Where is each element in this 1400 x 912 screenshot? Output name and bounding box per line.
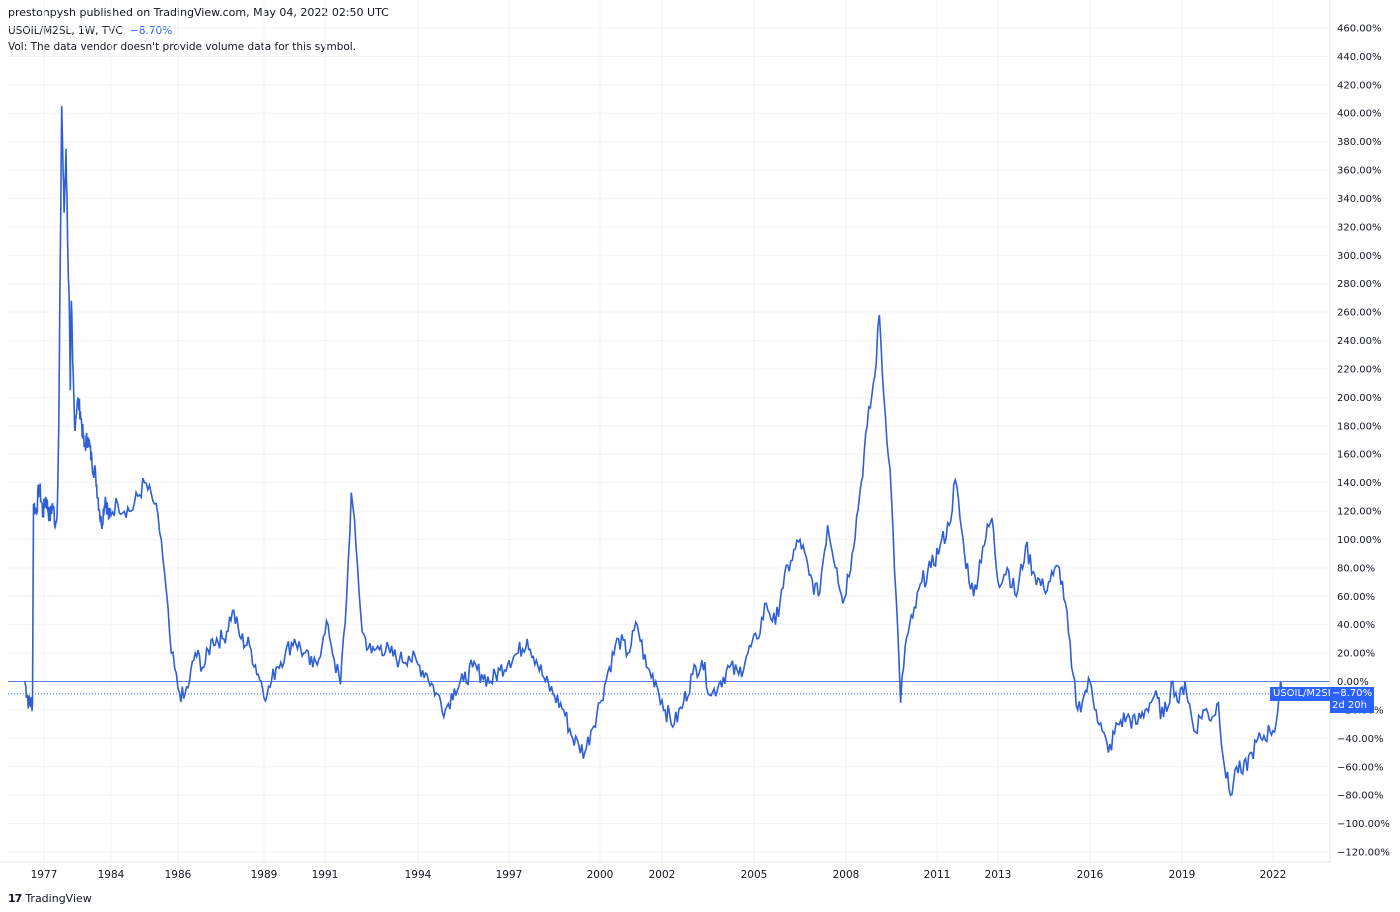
- price-tick-label: 440.00%: [1337, 52, 1382, 63]
- volume-note: Vol: The data vendor doesn't provide vol…: [8, 41, 357, 53]
- price-tick-label: 400.00%: [1337, 109, 1382, 120]
- time-tick-label: 2008: [833, 869, 860, 881]
- time-tick-label: 2016: [1077, 869, 1104, 881]
- price-tick-label: −60.00%: [1337, 762, 1384, 773]
- price-badge-value: −8.70%: [1332, 688, 1373, 699]
- time-tick-label: 2013: [985, 869, 1012, 881]
- symbol-price-badge: USOIL/M2SL: [1270, 687, 1334, 701]
- price-tick-label: 0.00%: [1337, 677, 1369, 688]
- price-tick-label: 60.00%: [1337, 592, 1375, 603]
- price-tick-label: −80.00%: [1337, 791, 1384, 802]
- time-tick-label: 2011: [924, 869, 951, 881]
- price-tick-label: 200.00%: [1337, 393, 1382, 404]
- time-tick-label: 2002: [649, 869, 676, 881]
- price-tick-label: 120.00%: [1337, 507, 1382, 518]
- price-tick-label: 360.00%: [1337, 166, 1382, 177]
- price-tick-label: 220.00%: [1337, 364, 1382, 375]
- price-tick-label: 140.00%: [1337, 478, 1382, 489]
- time-axis[interactable]: 1977 1984 1986 1989 1991 1994 1997 2000 2002 2005…: [31, 869, 1287, 881]
- price-tick-label: 340.00%: [1337, 194, 1382, 205]
- price-tick-label: −100.00%: [1337, 819, 1390, 830]
- time-tick-label: 1984: [98, 869, 125, 881]
- time-tick-label: 1994: [405, 869, 432, 881]
- time-tick-label: 1997: [496, 869, 523, 881]
- time-tick-label: 2019: [1169, 869, 1196, 881]
- time-tick-label: 1986: [165, 869, 192, 881]
- time-tick-label: 2005: [741, 869, 768, 881]
- price-tick-label: 420.00%: [1337, 80, 1382, 91]
- tradingview-logo-icon: 17: [8, 892, 22, 905]
- price-tick-label: 300.00%: [1337, 251, 1382, 262]
- price-tick-label: 380.00%: [1337, 137, 1382, 148]
- time-tick-label: 1989: [251, 869, 278, 881]
- price-tick-label: 160.00%: [1337, 450, 1382, 461]
- price-badge: −8.70% 2d 20h: [1330, 687, 1374, 713]
- price-tick-label: 20.00%: [1337, 649, 1375, 660]
- price-tick-label: 40.00%: [1337, 620, 1375, 631]
- time-tick-label: 2022: [1260, 869, 1287, 881]
- price-tick-label: 260.00%: [1337, 308, 1382, 319]
- price-tick-label: 80.00%: [1337, 563, 1375, 574]
- price-tick-label: −40.00%: [1337, 734, 1384, 745]
- published-by-line: prestonpysh published on TradingView.com…: [8, 6, 389, 19]
- price-axis[interactable]: 460.00% 440.00% 420.00% 400.00% 380.00% 360.0…: [1337, 24, 1390, 859]
- bar-countdown: 2d 20h: [1332, 700, 1367, 711]
- price-tick-label: 460.00%: [1337, 24, 1382, 35]
- price-tick-label: 240.00%: [1337, 336, 1382, 347]
- time-tick-label: 1991: [312, 869, 339, 881]
- time-tick-label: 1977: [31, 869, 58, 881]
- price-tick-label: 100.00%: [1337, 535, 1382, 546]
- chart-grid: [8, 0, 1330, 862]
- series-line-usoil-m2sl[interactable]: [24, 106, 1284, 797]
- time-tick-label: 2000: [587, 869, 614, 881]
- brand-name: TradingView: [25, 892, 92, 905]
- price-tick-label: 180.00%: [1337, 421, 1382, 432]
- price-tick-label: 320.00%: [1337, 222, 1382, 233]
- price-tick-label: 280.00%: [1337, 279, 1382, 290]
- price-tick-label: −120.00%: [1337, 848, 1390, 859]
- tradingview-brand[interactable]: 17 TradingView: [8, 892, 92, 905]
